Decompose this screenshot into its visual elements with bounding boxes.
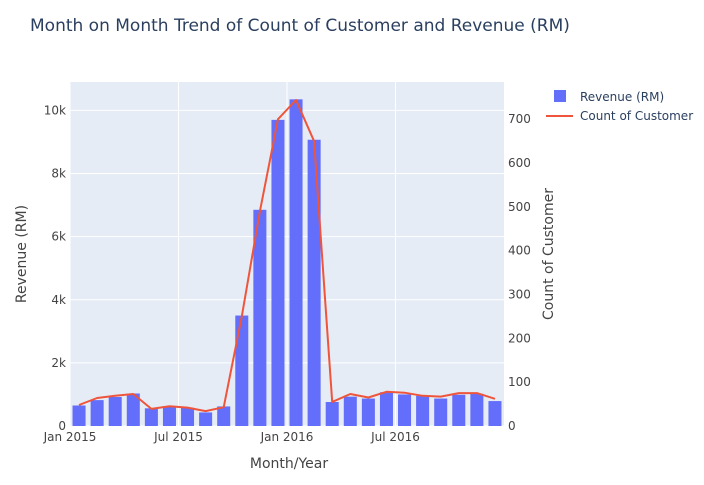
y-tick-label: 8k bbox=[51, 167, 66, 181]
revenue-bar[interactable] bbox=[434, 398, 448, 426]
x-tick-label: Jul 2016 bbox=[370, 430, 420, 444]
revenue-bar[interactable] bbox=[181, 407, 195, 426]
y-tick-label: 2k bbox=[51, 356, 66, 370]
y-tick-label: 4k bbox=[51, 293, 66, 307]
y2-tick-label: 400 bbox=[508, 244, 531, 258]
revenue-bar[interactable] bbox=[470, 393, 484, 426]
revenue-bar[interactable] bbox=[452, 394, 466, 426]
revenue-bar[interactable] bbox=[108, 396, 122, 426]
revenue-bar[interactable] bbox=[72, 405, 86, 426]
legend[interactable]: Revenue (RM) Count of Customer bbox=[546, 90, 693, 123]
revenue-bar[interactable] bbox=[379, 392, 393, 426]
legend-label-customer-count: Count of Customer bbox=[580, 109, 693, 123]
revenue-bar[interactable] bbox=[162, 406, 176, 426]
revenue-bar[interactable] bbox=[217, 406, 231, 426]
revenue-bar[interactable] bbox=[361, 398, 375, 426]
revenue-bar[interactable] bbox=[289, 99, 303, 427]
revenue-bar[interactable] bbox=[325, 402, 339, 426]
x-tick-label: Jan 2016 bbox=[260, 430, 314, 444]
revenue-bar[interactable] bbox=[199, 412, 213, 426]
x-axis-title: Month/Year bbox=[250, 456, 328, 472]
legend-swatch-revenue bbox=[554, 90, 566, 102]
y2-axis-ticks: 0 100 200 300 400 500 600 700 bbox=[508, 112, 531, 433]
customer-count-line bbox=[78, 99, 496, 413]
y2-tick-label: 600 bbox=[508, 156, 531, 170]
revenue-bars bbox=[72, 99, 502, 427]
chart-title: Month on Month Trend of Count of Custome… bbox=[30, 16, 570, 36]
y2-tick-label: 700 bbox=[508, 112, 531, 126]
revenue-bar[interactable] bbox=[126, 393, 140, 426]
x-tick-label: Jan 2015 bbox=[43, 430, 97, 444]
y2-tick-label: 300 bbox=[508, 288, 531, 302]
revenue-bar[interactable] bbox=[253, 209, 267, 426]
revenue-bar[interactable] bbox=[271, 119, 285, 427]
y2-tick-label: 200 bbox=[508, 331, 531, 345]
y2-tick-label: 500 bbox=[508, 200, 531, 214]
y-axis-title: Revenue (RM) bbox=[14, 205, 30, 303]
revenue-bar[interactable] bbox=[307, 139, 321, 426]
customer-count-series-line[interactable] bbox=[78, 99, 496, 413]
revenue-bar[interactable] bbox=[488, 401, 502, 426]
revenue-bar[interactable] bbox=[343, 396, 357, 426]
legend-label-revenue: Revenue (RM) bbox=[580, 90, 664, 104]
y-tick-label: 0 bbox=[58, 419, 66, 433]
revenue-bar[interactable] bbox=[90, 400, 104, 426]
legend-item-revenue[interactable]: Revenue (RM) bbox=[554, 90, 664, 104]
legend-item-customer-count[interactable]: Count of Customer bbox=[546, 109, 693, 123]
y2-axis-title: Count of Customer bbox=[541, 188, 557, 320]
x-axis-ticks: Jan 2015 Jul 2015 Jan 2016 Jul 2016 bbox=[43, 430, 420, 444]
y2-tick-label: 100 bbox=[508, 375, 531, 389]
revenue-bar[interactable] bbox=[416, 395, 430, 426]
revenue-bar[interactable] bbox=[398, 394, 412, 426]
y2-tick-label: 0 bbox=[508, 419, 516, 433]
x-tick-label: Jul 2015 bbox=[153, 430, 203, 444]
revenue-bar[interactable] bbox=[144, 408, 158, 426]
revenue-bar[interactable] bbox=[235, 315, 249, 426]
y-tick-label: 10k bbox=[44, 103, 66, 117]
y-tick-label: 6k bbox=[51, 230, 66, 244]
y-axis-ticks: 0 2k 4k 6k 8k 10k bbox=[44, 103, 66, 433]
